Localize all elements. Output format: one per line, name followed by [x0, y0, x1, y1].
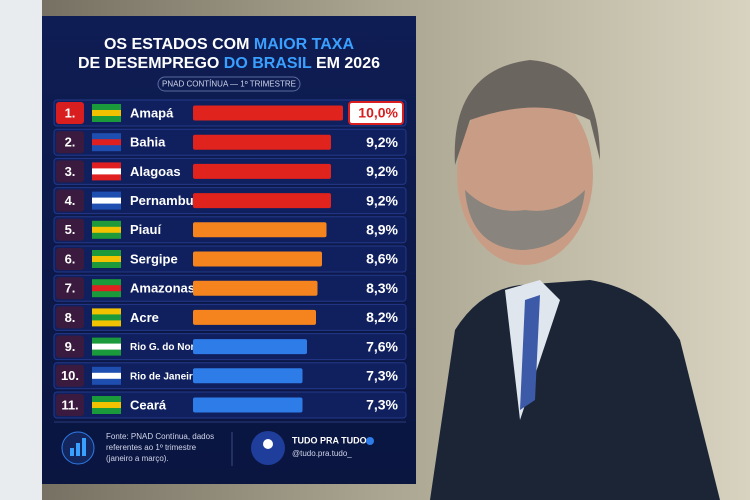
state-name: Acre: [130, 310, 159, 325]
tie: [520, 295, 540, 410]
title-line: DE DESEMPREGO DO BRASIL EM 2026: [78, 55, 380, 72]
title-highlight: MAIOR TAXA: [254, 36, 355, 53]
bar: [193, 134, 331, 150]
title-highlight: DO BRASIL: [224, 55, 312, 72]
flag-stripe: [92, 168, 121, 175]
bar: [193, 309, 316, 325]
rank: 4.: [65, 193, 76, 208]
bar: [193, 163, 331, 179]
title-line: OS ESTADOS COM MAIOR TAXA: [104, 36, 355, 53]
rank-box: [56, 131, 84, 154]
rank: 8.: [65, 310, 76, 325]
flag-stripe: [92, 197, 121, 204]
state-name: Piauí: [130, 222, 161, 237]
value-label: 9,2%: [366, 134, 398, 150]
title-part: EM 2026: [312, 55, 381, 72]
rank: 11.: [61, 397, 78, 412]
value-label: 7,3%: [366, 368, 398, 384]
flag-stripe: [92, 314, 121, 321]
bar: [193, 193, 331, 209]
rank: 6.: [65, 251, 76, 266]
rank: 1.: [65, 105, 76, 120]
bar: [193, 397, 303, 413]
bar: [193, 105, 343, 121]
brand-handle: @tudo.pra.tudo_: [292, 449, 352, 458]
value-label: 7,6%: [366, 338, 398, 354]
left-margin: [0, 0, 42, 500]
value-label: 8,3%: [366, 280, 398, 296]
flag-stripe: [92, 343, 121, 350]
rows: 1. Amapá 10,0% 2. Bahia 9,2% 3. Alagoas 9,2% 4. Pe…: [53, 99, 407, 419]
flag-stripe: [92, 372, 121, 379]
value-label: 9,2%: [366, 163, 398, 179]
rank-box: [56, 102, 84, 124]
flag-stripe: [92, 226, 121, 233]
verified-badge: [366, 437, 374, 445]
value-label: 8,6%: [366, 251, 398, 267]
rank-box: [56, 335, 84, 358]
value-label: 7,3%: [366, 397, 398, 413]
state-name: Sergipe: [130, 251, 178, 266]
icon-bar: [76, 443, 80, 456]
state-name: Amazonas: [130, 281, 195, 296]
flag-stripe: [92, 256, 121, 262]
source-line: Fonte: PNAD Contínua, dados: [106, 432, 214, 441]
rank-box: [56, 364, 84, 387]
value-label: 8,2%: [366, 309, 398, 325]
rank-box: [56, 248, 84, 270]
title-part: OS ESTADOS COM: [104, 36, 254, 53]
rank: 10.: [61, 368, 79, 383]
rank: 7.: [65, 281, 76, 296]
bar: [193, 339, 307, 355]
value-highlight: [348, 101, 404, 125]
state-name: Pernambuco: [130, 193, 209, 208]
rank-box: [56, 277, 84, 300]
state-name: Rio G. do Norte: [130, 342, 204, 353]
subtitle-pill: [157, 76, 301, 92]
rank: 5.: [65, 222, 76, 237]
rank-box: [56, 306, 84, 329]
subtitle: PNAD CONTÍNUA — 1º TRIMESTRE: [162, 80, 296, 89]
hair: [454, 60, 600, 165]
flag-stripe: [92, 139, 121, 146]
logo-bulb: [263, 439, 273, 449]
flag-stripe: [92, 110, 121, 116]
state-name: Amapá: [130, 105, 174, 120]
value-label: 10,0%: [358, 105, 398, 121]
bar: [193, 222, 327, 238]
icon-bar: [82, 438, 86, 456]
rank: 9.: [65, 339, 76, 354]
brand-name: TUDO PRA TUDO: [292, 435, 367, 445]
rank: 2.: [65, 135, 76, 150]
rank: 3.: [65, 164, 76, 179]
state-name: Bahia: [130, 135, 166, 150]
flag-stripe: [92, 285, 121, 292]
state-name: Alagoas: [130, 164, 181, 179]
bar: [193, 280, 318, 296]
rank-box: [56, 189, 84, 212]
icon-bar: [70, 448, 74, 456]
state-name: Ceará: [130, 397, 167, 412]
source-line: referentes ao 1º trimestre: [106, 443, 197, 452]
bar: [193, 251, 322, 267]
source-line: (janeiro a março).: [106, 454, 169, 463]
value-label: 8,9%: [366, 222, 398, 238]
rank-box: [56, 160, 84, 183]
flag-stripe: [92, 402, 121, 408]
suit: [430, 280, 720, 500]
state-name: Rio de Janeiro: [130, 371, 199, 382]
value-label: 9,2%: [366, 192, 398, 208]
title-part: DE DESEMPREGO: [78, 55, 224, 72]
rank-box: [56, 394, 84, 416]
beard: [465, 190, 585, 250]
bar: [193, 368, 303, 384]
rank-box: [56, 218, 84, 241]
